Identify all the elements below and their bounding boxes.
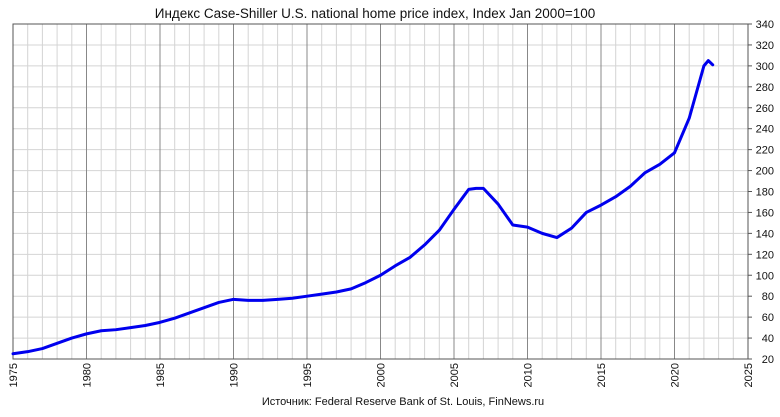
x-tick-label: 1985 <box>155 363 167 387</box>
y-tick-label: 60 <box>762 312 774 324</box>
y-tick-label: 100 <box>756 270 774 282</box>
y-tick-label: 180 <box>756 187 774 199</box>
y-tick-label: 160 <box>756 207 774 219</box>
y-tick-label: 260 <box>756 103 774 115</box>
x-tick-label: 2015 <box>596 363 608 387</box>
y-tick-label: 80 <box>762 291 774 303</box>
x-tick-label: 1975 <box>8 363 20 387</box>
y-tick-label: 120 <box>756 249 774 261</box>
x-tick-label: 2010 <box>523 363 535 387</box>
grid <box>12 23 749 360</box>
series <box>11 59 715 356</box>
y-tick-label: 280 <box>756 82 774 94</box>
y-tick-label: 140 <box>756 228 774 240</box>
y-tick-label: 340 <box>756 19 774 31</box>
y-tick-label: 220 <box>756 145 774 157</box>
x-tick-label: 1995 <box>302 363 314 387</box>
chart-source: Источник: Federal Reserve Bank of St. Lo… <box>262 396 544 408</box>
x-tick-label: 1990 <box>229 363 241 387</box>
x-tick-label: 2000 <box>376 363 388 387</box>
x-tick-label: 2020 <box>670 363 682 387</box>
y-tick-label: 40 <box>762 333 774 345</box>
y-tick-label: 20 <box>762 354 774 366</box>
x-tick-label: 1980 <box>82 363 94 387</box>
y-tick-label: 200 <box>756 166 774 178</box>
y-tick-label: 300 <box>756 61 774 73</box>
x-tick-label: 2025 <box>743 363 755 387</box>
chart-title: Индекс Case-Shiller U.S. national home p… <box>155 6 595 21</box>
y-tick-label: 240 <box>756 124 774 136</box>
y-tick-label: 320 <box>756 40 774 52</box>
x-tick-label: 2005 <box>449 363 461 387</box>
axes: 20 40 60 80 100 120 140 160 180 200 220 240 260 280 30… <box>8 19 774 387</box>
labels: Индекс Case-Shiller U.S. national home p… <box>155 6 595 408</box>
series-line-home-price-index <box>11 59 715 356</box>
